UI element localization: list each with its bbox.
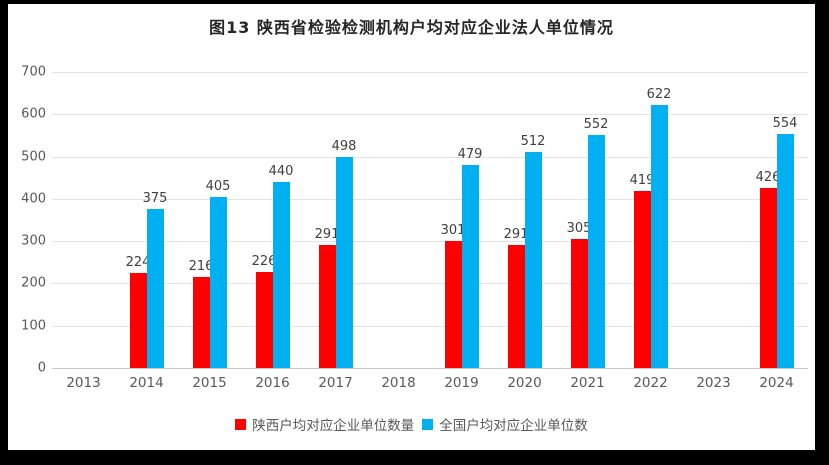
chart-panel: 图13 陕西省检验检测机构户均对应企业法人单位情况 0 100 200 300 400 5… [8,4,815,450]
y-axis: 0 100 200 300 400 500 600 700 [8,65,46,376]
bar-series0-2021: 305 [567,221,591,368]
bar-series1-2017: 498 [332,139,356,368]
x-tick-label-2017: 2017 [318,375,353,391]
bar-value-label-series0-2019: 301 [440,222,466,238]
x-tick-label-2018: 2018 [381,375,416,391]
x-tick-label-2024: 2024 [759,375,794,391]
bar-series0-2017: 291 [315,227,339,368]
bars-row: 224 375 216 405 226 440 291 498 301 479 291 512 305 5… [52,72,808,368]
gridline-200 [52,283,808,285]
y-tick-label-0: 0 [37,360,46,376]
bar-group-2013 [52,72,115,368]
bar-series1-2021: 552 [584,117,608,368]
y-tick-label-700: 700 [21,64,46,80]
bar-value-label-series0-2020: 291 [503,226,529,242]
bar-group-2023 [682,72,745,368]
x-tick-label-2023: 2023 [696,375,731,391]
x-tick-label-2021: 2021 [570,375,605,391]
y-tick-label-400: 400 [21,191,46,207]
bar-series0-2020: 291 [504,227,528,368]
bar-value-label-series1-2024: 554 [772,115,798,131]
chart-title: 图13 陕西省检验检测机构户均对应企业法人单位情况 [209,18,614,37]
bar-series1-2020: 512 [521,134,545,368]
gridline-100 [52,325,808,327]
bar-series0-2015: 216 [189,259,213,368]
bar-group-2016: 226 440 [241,72,304,368]
gridline-300 [52,241,808,243]
bar-series1-2019: 479 [458,147,482,368]
x-tick-label-2016: 2016 [255,375,290,391]
y-tick-label-100: 100 [21,318,46,334]
x-axis: 2013 2014 2015 2016 2017 2018 2019 2020 2021 2022… [52,375,808,395]
y-tick-label-600: 600 [21,106,46,122]
legend-label-shaanxi: 陕西户均对应企业单位数量 [252,418,415,434]
bar-value-label-series1-2022: 622 [646,86,672,102]
bar-value-label-series1-2021: 552 [583,116,609,132]
bar-value-label-series0-2021: 305 [566,221,592,237]
bar-value-label-series1-2017: 498 [331,139,357,155]
gridline-400 [52,198,808,200]
y-tick-label-300: 300 [21,233,46,249]
bar-group-2018 [367,72,430,368]
bar-value-label-series0-2014: 224 [125,255,151,271]
bar-group-2024: 426 554 [745,72,808,368]
bar-group-2017: 291 498 [304,72,367,368]
gridline-0 [52,368,808,369]
bar-series0-2019: 301 [441,223,465,368]
bar-value-label-series1-2016: 440 [268,163,294,179]
bar-series1-2015: 405 [206,179,230,368]
legend-item-shaanxi: 陕西户均对应企业单位数量 [235,414,414,434]
bar-value-label-series0-2017: 291 [314,226,340,242]
bar-series0-2016: 226 [252,254,276,368]
bar-value-label-series0-2016: 226 [251,254,277,270]
bar-series1-2024: 554 [773,116,797,368]
bar-value-label-series1-2015: 405 [205,178,231,194]
legend-item-national: 全国户均对应企业单位数 [422,414,588,434]
x-tick-label-2020: 2020 [507,375,542,391]
y-tick-label-200: 200 [21,275,46,291]
bar-series1-2016: 440 [269,164,293,368]
bar-group-2022: 419 622 [619,72,682,368]
bar-series1-2022: 622 [647,87,671,368]
bar-value-label-series1-2019: 479 [457,147,483,163]
y-tick-label-500: 500 [21,149,46,165]
bar-group-2014: 224 375 [115,72,178,368]
legend-swatch-blue-icon [422,418,434,430]
bar-series1-2014: 375 [143,191,167,368]
plot-area: 224 375 216 405 226 440 291 498 301 479 291 512 305 5… [52,72,808,369]
bar-group-2015: 216 405 [178,72,241,368]
x-tick-label-2013: 2013 [66,375,101,391]
bar-series0-2024: 426 [756,170,780,368]
bar-group-2019: 301 479 [430,72,493,368]
bar-value-label-series0-2015: 216 [188,258,214,274]
gridline-700 [52,72,808,73]
x-tick-label-2022: 2022 [633,375,668,391]
x-tick-label-2019: 2019 [444,375,479,391]
bar-series0-2022: 419 [630,173,654,368]
legend-label-national: 全国户均对应企业单位数 [439,418,588,434]
x-tick-label-2015: 2015 [192,375,227,391]
gridline-600 [52,114,808,116]
bar-value-label-series1-2020: 512 [520,133,546,149]
bar-group-2020: 291 512 [493,72,556,368]
legend-swatch-red-icon [235,418,247,430]
x-tick-label-2014: 2014 [129,375,164,391]
bar-value-label-series0-2022: 419 [629,172,655,188]
bar-value-label-series0-2024: 426 [755,169,781,185]
bar-value-label-series1-2014: 375 [142,191,168,207]
gridline-500 [52,156,808,158]
bar-series0-2014: 224 [126,255,150,368]
bar-group-2021: 305 552 [556,72,619,368]
legend: 陕西户均对应企业单位数量 全国户均对应企业单位数 [8,414,815,434]
